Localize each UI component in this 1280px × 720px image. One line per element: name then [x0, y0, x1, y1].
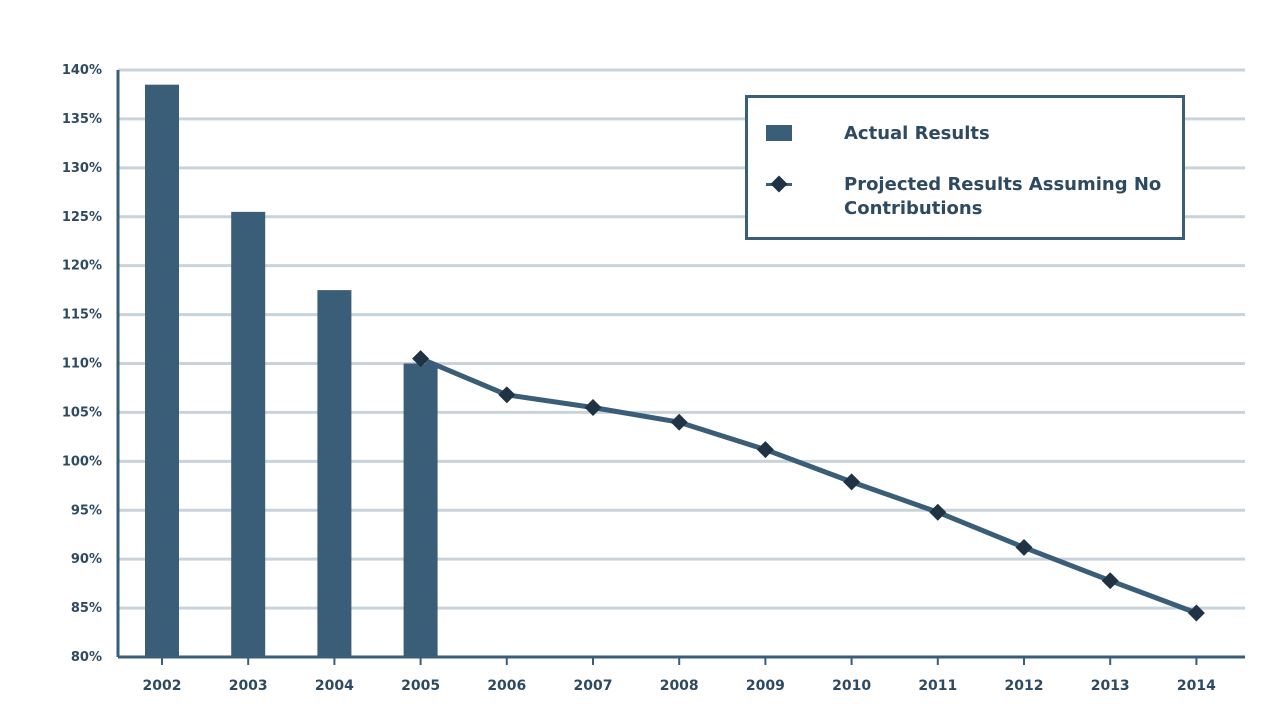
- x-tick-labels: 2002 2003 2004 2005 2006 2007 2008 2009 2010 2011…: [143, 678, 1217, 694]
- y-tick-label: 130%: [62, 161, 102, 176]
- x-tick-label: 2010: [832, 678, 871, 694]
- legend-item-projected: Projected Results Assuming No Contributi…: [766, 173, 1184, 221]
- y-tick-label: 140%: [62, 63, 102, 78]
- bar: [231, 211, 266, 657]
- projection-point: [584, 399, 602, 417]
- projection-point: [498, 386, 516, 404]
- x-tick-label: 2003: [229, 678, 268, 694]
- x-tick-label: 2004: [315, 678, 354, 694]
- y-tick-label: 110%: [62, 357, 102, 372]
- x-tick-label: 2013: [1091, 678, 1130, 694]
- x-tick-label: 2011: [918, 678, 957, 694]
- y-tick-label: 80%: [71, 650, 102, 665]
- y-tick-label: 115%: [62, 308, 102, 323]
- y-tick-label: 120%: [62, 259, 102, 274]
- legend: Actual Results Projected Results Assumin…: [745, 95, 1185, 240]
- y-tick-label: 95%: [71, 503, 102, 518]
- y-tick-label: 90%: [71, 552, 102, 567]
- x-tick-label: 2005: [401, 678, 440, 694]
- projection-point: [1015, 538, 1033, 556]
- y-tick-label: 105%: [62, 405, 102, 420]
- legend-item-actual: Actual Results: [766, 122, 1184, 146]
- projection-point: [929, 503, 947, 521]
- projection-point: [670, 413, 688, 431]
- x-tick-label: 2008: [660, 678, 699, 694]
- axes: [116, 70, 1245, 665]
- bar-swatch-icon: [766, 125, 792, 141]
- y-tick-label: 85%: [71, 601, 102, 616]
- bar: [145, 84, 179, 658]
- x-tick-label: 2009: [746, 678, 785, 694]
- projection-point: [412, 350, 430, 368]
- projection-polyline: [419, 356, 1198, 616]
- bar: [317, 290, 352, 657]
- bar: [403, 363, 438, 657]
- x-tick-label: 2002: [143, 678, 182, 694]
- legend-label-actual: Actual Results: [844, 123, 990, 144]
- y-tick-label: 125%: [62, 210, 102, 225]
- projection-line: [412, 350, 1205, 622]
- line-marker-swatch-icon: [766, 172, 792, 196]
- projection-point: [843, 473, 861, 491]
- y-tick-label: 135%: [62, 112, 102, 127]
- projection-point: [1101, 572, 1119, 590]
- y-tick-label: 100%: [62, 454, 102, 469]
- bars: [145, 84, 438, 658]
- x-tick-label: 2012: [1005, 678, 1044, 694]
- x-tick-label: 2014: [1177, 678, 1216, 694]
- y-tick-labels: 80% 85% 90% 95% 100% 105% 110% 115% 120% 125% 130%…: [62, 63, 102, 665]
- projection-point: [1187, 604, 1205, 622]
- x-tick-label: 2007: [574, 678, 613, 694]
- x-tick-label: 2006: [487, 678, 526, 694]
- projection-point: [756, 441, 774, 459]
- legend-label-projected: Projected Results Assuming No Contributi…: [844, 174, 1162, 219]
